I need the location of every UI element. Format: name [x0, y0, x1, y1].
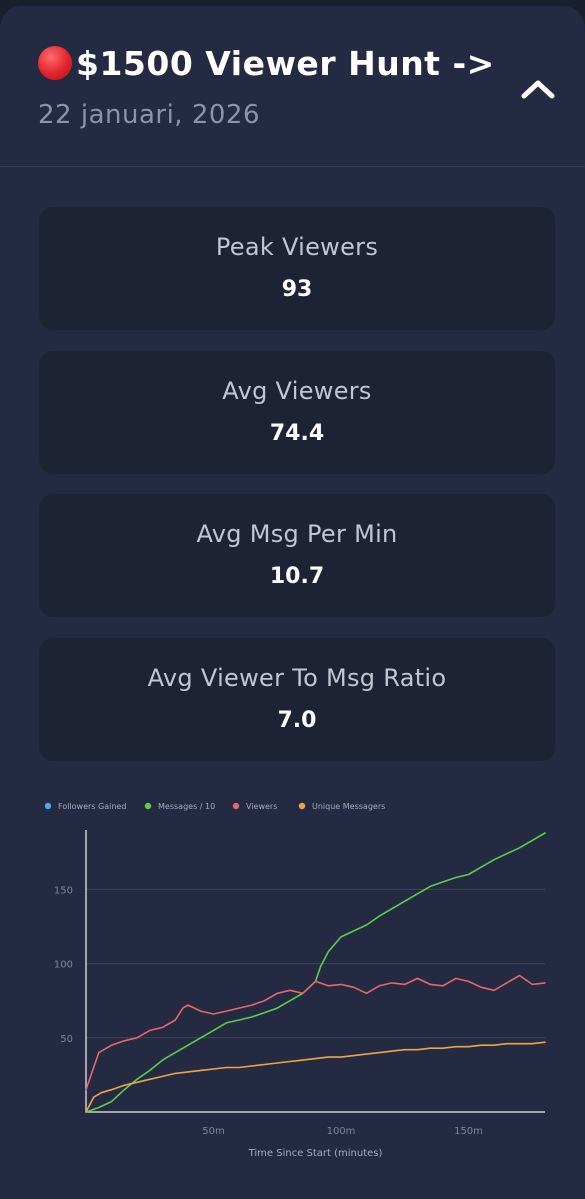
y-tick-label: 150	[54, 885, 73, 896]
legend-label: Messages / 10	[158, 802, 215, 811]
stream-title: $1500 Viewer Hunt ->	[38, 44, 495, 83]
collapse-chevron-up-icon[interactable]	[516, 72, 560, 102]
stat-value: 10.7	[269, 564, 325, 589]
stat-label: Avg Msg Per Min	[196, 520, 398, 548]
live-indicator-icon	[38, 46, 72, 80]
stream-header[interactable]: $1500 Viewer Hunt -> 22 januari, 2026	[0, 6, 585, 167]
series-line	[85, 832, 546, 1113]
legend-swatch	[144, 802, 152, 810]
stat-peak-viewers: Peak Viewers 93	[39, 207, 555, 330]
legend-label: Followers Gained	[58, 802, 126, 811]
stat-avg-viewers: Avg Viewers 74.4	[39, 351, 555, 474]
stat-value: 74.4	[269, 421, 325, 446]
stat-label: Peak Viewers	[215, 233, 379, 261]
legend-swatch	[298, 802, 306, 810]
stat-label: Avg Viewers	[222, 377, 372, 405]
legend-swatch	[232, 802, 240, 810]
legend-swatch	[44, 802, 52, 810]
x-tick-label: 50m	[202, 1126, 224, 1137]
stat-avg-viewer-to-msg-ratio: Avg Viewer To Msg Ratio 7.0	[39, 638, 555, 761]
stream-stats-chart: 50 100 150 50m 100m 150m Time Since Start (min…	[44, 802, 546, 1159]
stat-value: 7.0	[277, 708, 317, 733]
series-line	[85, 974, 546, 1091]
stream-card: $1500 Viewer Hunt -> 22 januari, 2026 Pe…	[0, 6, 585, 1199]
stat-avg-msg-per-min: Avg Msg Per Min 10.7	[39, 494, 555, 617]
x-tick-label: 150m	[454, 1126, 483, 1137]
stat-value: 93	[281, 277, 313, 302]
y-tick-label: 100	[54, 960, 73, 971]
stream-date: 22 januari, 2026	[38, 100, 261, 130]
stream-title-text: $1500 Viewer Hunt ->	[76, 44, 495, 83]
y-tick-label: 50	[60, 1034, 73, 1045]
legend-label: Unique Messagers	[312, 802, 385, 811]
series-line	[85, 1041, 546, 1113]
x-tick-label: 100m	[327, 1126, 356, 1137]
legend-label: Viewers	[246, 802, 277, 811]
stat-label: Avg Viewer To Msg Ratio	[147, 664, 447, 692]
x-axis-label: Time Since Start (minutes)	[248, 1148, 383, 1159]
